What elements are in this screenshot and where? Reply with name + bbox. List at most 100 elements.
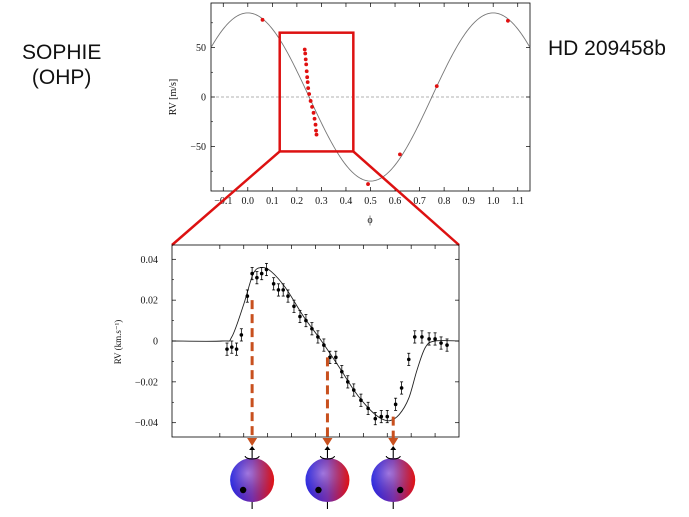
bottom-y-tick-label: 0 <box>153 337 158 348</box>
axis-tip <box>390 446 397 450</box>
star-disk <box>371 446 416 509</box>
bottom-point-marker <box>433 337 437 341</box>
bottom-point-marker <box>373 416 378 421</box>
bottom-y-tick-label: 0.04 <box>141 255 159 266</box>
top-y-tick-label: 50 <box>196 43 206 54</box>
zoom-connector-right <box>352 150 460 246</box>
planet-name: HD 209458b <box>548 37 666 60</box>
top-data-point <box>307 92 312 96</box>
bottom-data-point <box>433 332 437 346</box>
top-data-point <box>506 18 510 23</box>
axis-tip <box>324 446 331 450</box>
top-data-point <box>308 99 313 103</box>
bottom-data-point <box>281 283 286 297</box>
bottom-data-point <box>264 262 269 277</box>
top-data-point <box>310 104 314 109</box>
bottom-data-point <box>271 277 276 291</box>
observatory-name: (OHP) <box>31 66 92 90</box>
planet-shadow <box>239 486 247 494</box>
instrument-name: SOPHIE <box>22 41 102 64</box>
bottom-data-point <box>340 365 344 379</box>
bottom-data-point <box>334 350 338 364</box>
bottom-point-marker <box>239 333 244 337</box>
bottom-point-marker <box>292 304 296 309</box>
bottom-point-marker <box>445 343 449 347</box>
bottom-data-point <box>445 338 449 352</box>
bottom-data-point <box>229 340 234 354</box>
bottom-data-point <box>399 381 404 395</box>
instrument-label: SOPHIE (OHP) <box>22 40 101 90</box>
bottom-data-point <box>255 271 259 285</box>
bottom-data-point <box>250 267 254 281</box>
bottom-y-tick-label: −0.02 <box>135 377 158 388</box>
transit-arrow-head <box>247 438 258 446</box>
bottom-point-marker <box>420 335 424 339</box>
top-data-point <box>314 132 319 137</box>
bottom-data-point <box>373 412 378 426</box>
transit-arrow-head <box>322 438 333 446</box>
top-data-point <box>314 128 318 133</box>
transit-rv-chart: 0.04 0.02 0 −0.02 −0.04 RV (km.s⁻¹) <box>113 244 460 438</box>
bottom-data-point <box>393 397 398 411</box>
zoom-connectors <box>171 150 460 246</box>
transit-arrow-head <box>388 438 399 446</box>
star-disks <box>230 446 416 509</box>
zoom-box <box>278 31 355 153</box>
top-data-point <box>302 47 307 52</box>
bottom-data-point <box>345 375 350 389</box>
bottom-point-marker <box>385 414 390 419</box>
transit-arrows <box>247 300 399 446</box>
bottom-point-marker <box>298 314 302 319</box>
bottom-point-marker <box>334 355 338 360</box>
bottom-point-marker <box>406 357 411 362</box>
bottom-point-marker <box>316 335 320 339</box>
bottom-model-curve <box>171 266 460 422</box>
top-y-tick-label: −50 <box>190 142 206 153</box>
planet-shadow <box>397 486 404 494</box>
bottom-data-point <box>234 342 239 356</box>
axis-tip <box>249 446 256 450</box>
bottom-point-marker <box>225 347 229 351</box>
bottom-point-marker <box>276 288 281 292</box>
bottom-point-marker <box>345 380 350 384</box>
top-data-point <box>303 57 308 62</box>
bottom-point-marker <box>234 347 239 351</box>
bottom-data-point <box>379 410 384 424</box>
bottom-data-point <box>359 393 363 407</box>
top-y-tick-label: 0 <box>201 93 206 104</box>
top-x-tick-label: 0.6 <box>389 196 402 207</box>
top-data-point <box>260 17 265 22</box>
bottom-point-marker <box>304 318 308 323</box>
bottom-point-marker <box>351 388 356 392</box>
top-data-point <box>304 62 309 67</box>
zoom-connector-left <box>171 150 281 246</box>
bottom-point-marker <box>322 343 326 347</box>
bottom-point-marker <box>393 402 398 407</box>
bottom-point-marker <box>366 406 370 411</box>
bottom-data-point <box>385 410 390 424</box>
bottom-data-point <box>276 283 281 297</box>
bottom-data-point <box>427 332 431 346</box>
bottom-data-point <box>322 338 326 352</box>
bottom-point-marker <box>271 282 276 286</box>
top-data-point <box>305 75 310 80</box>
top-x-tick-label: 0.8 <box>438 196 451 207</box>
bottom-point-marker <box>250 271 254 276</box>
bottom-data-point <box>304 314 308 328</box>
top-y-axis-label: RV [m/s] <box>168 79 179 116</box>
top-x-tick-label: 0.3 <box>315 196 328 207</box>
top-x-tick-label: 0.1 <box>266 196 279 207</box>
bottom-data-point <box>259 267 264 281</box>
top-x-tick-label: 1.0 <box>487 196 500 207</box>
bottom-point-marker <box>281 288 286 292</box>
bottom-point-marker <box>245 294 250 298</box>
bottom-data-point <box>298 309 302 324</box>
top-x-axis-label: ϕ <box>367 215 372 226</box>
bottom-data-point <box>420 330 424 344</box>
bottom-point-marker <box>259 271 264 276</box>
bottom-data-point <box>239 328 244 342</box>
top-data-point <box>398 152 402 157</box>
bottom-data-point <box>439 336 443 350</box>
bottom-point-marker <box>379 414 384 419</box>
